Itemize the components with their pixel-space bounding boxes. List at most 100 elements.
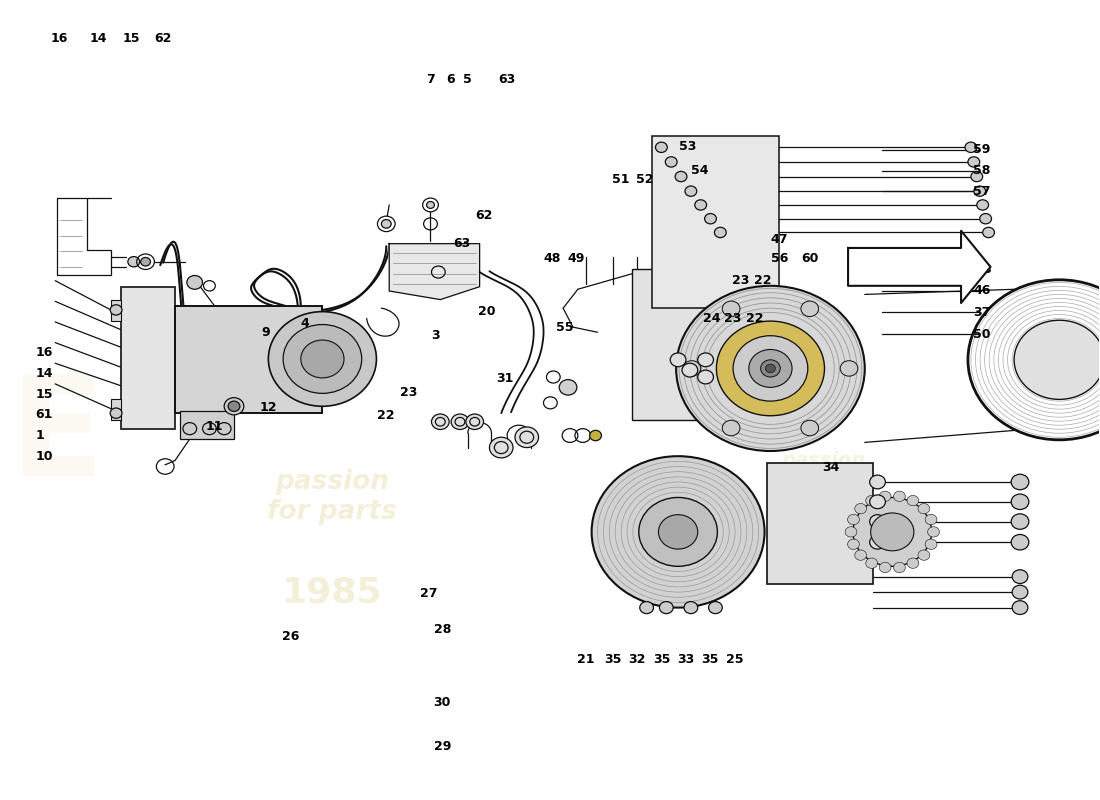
Text: 15: 15 bbox=[123, 31, 141, 45]
Bar bbox=[111, 299, 121, 321]
Circle shape bbox=[515, 427, 539, 447]
Circle shape bbox=[218, 422, 231, 434]
Circle shape bbox=[723, 301, 740, 317]
Circle shape bbox=[490, 438, 513, 458]
Text: 16: 16 bbox=[35, 346, 53, 359]
Circle shape bbox=[1012, 570, 1027, 583]
Circle shape bbox=[870, 514, 886, 529]
Circle shape bbox=[224, 398, 244, 415]
Circle shape bbox=[682, 363, 697, 377]
Text: 44: 44 bbox=[610, 0, 628, 2]
Text: 10: 10 bbox=[35, 450, 53, 462]
Text: 5: 5 bbox=[463, 73, 472, 86]
Circle shape bbox=[685, 186, 696, 196]
Circle shape bbox=[760, 360, 780, 377]
Circle shape bbox=[855, 550, 867, 560]
Circle shape bbox=[971, 171, 982, 182]
Circle shape bbox=[559, 380, 576, 395]
Circle shape bbox=[977, 200, 989, 210]
Circle shape bbox=[670, 353, 686, 366]
Circle shape bbox=[893, 491, 905, 502]
Bar bbox=[121, 286, 175, 429]
Text: 23: 23 bbox=[725, 312, 741, 325]
Text: 12: 12 bbox=[260, 401, 277, 414]
Text: 17: 17 bbox=[189, 0, 207, 2]
Circle shape bbox=[927, 526, 939, 537]
Circle shape bbox=[451, 414, 469, 430]
Circle shape bbox=[640, 602, 653, 614]
Circle shape bbox=[965, 142, 977, 153]
Polygon shape bbox=[848, 230, 990, 303]
Bar bbox=[180, 411, 234, 439]
Text: 61: 61 bbox=[35, 408, 53, 422]
Text: 41: 41 bbox=[815, 0, 833, 2]
Text: 23: 23 bbox=[400, 386, 418, 399]
Circle shape bbox=[870, 495, 886, 509]
Text: 16: 16 bbox=[51, 31, 68, 45]
Text: 50: 50 bbox=[974, 327, 990, 341]
Text: 62: 62 bbox=[475, 209, 492, 222]
Text: 51: 51 bbox=[613, 173, 630, 186]
Circle shape bbox=[866, 558, 878, 568]
Text: 18: 18 bbox=[221, 0, 239, 2]
Text: 38: 38 bbox=[864, 0, 881, 2]
Text: 15: 15 bbox=[35, 388, 53, 401]
Circle shape bbox=[656, 142, 668, 153]
Circle shape bbox=[852, 498, 932, 566]
Circle shape bbox=[427, 202, 434, 208]
Circle shape bbox=[1012, 601, 1027, 614]
Text: 8: 8 bbox=[982, 263, 990, 276]
Text: 43: 43 bbox=[588, 0, 606, 2]
Text: passion
for parts: passion for parts bbox=[776, 451, 871, 492]
Circle shape bbox=[870, 535, 886, 549]
Circle shape bbox=[840, 361, 858, 376]
Circle shape bbox=[723, 420, 740, 436]
Text: 46: 46 bbox=[685, 0, 703, 2]
Circle shape bbox=[128, 257, 140, 267]
Circle shape bbox=[1011, 514, 1028, 530]
Circle shape bbox=[183, 422, 197, 434]
Text: 48: 48 bbox=[543, 252, 561, 265]
Text: 21: 21 bbox=[578, 653, 594, 666]
Text: passion
for parts: passion for parts bbox=[267, 470, 397, 526]
Text: 61: 61 bbox=[540, 0, 557, 2]
Circle shape bbox=[801, 420, 818, 436]
Circle shape bbox=[1011, 474, 1028, 490]
Circle shape bbox=[974, 186, 986, 196]
Circle shape bbox=[918, 503, 930, 514]
Circle shape bbox=[382, 219, 392, 228]
Text: 4: 4 bbox=[300, 317, 309, 330]
Text: 39: 39 bbox=[661, 0, 679, 2]
Text: 35: 35 bbox=[605, 653, 621, 666]
Text: 6: 6 bbox=[446, 73, 454, 86]
Text: 53: 53 bbox=[679, 140, 696, 153]
Circle shape bbox=[918, 550, 930, 560]
Circle shape bbox=[714, 227, 726, 238]
Text: 63: 63 bbox=[453, 237, 471, 250]
Circle shape bbox=[925, 514, 937, 525]
Circle shape bbox=[908, 495, 918, 506]
Circle shape bbox=[683, 361, 701, 376]
Circle shape bbox=[590, 430, 602, 441]
Text: 9: 9 bbox=[261, 326, 270, 338]
Circle shape bbox=[982, 227, 994, 238]
Text: 22: 22 bbox=[376, 410, 394, 422]
Text: 41: 41 bbox=[638, 0, 656, 2]
Text: 56: 56 bbox=[771, 252, 788, 265]
Text: 28: 28 bbox=[433, 623, 451, 637]
Text: 1985: 1985 bbox=[282, 575, 383, 609]
Text: 24: 24 bbox=[703, 312, 720, 325]
Text: 59: 59 bbox=[974, 143, 990, 156]
Text: 37: 37 bbox=[974, 306, 990, 319]
Text: 55: 55 bbox=[557, 321, 574, 334]
Text: 35: 35 bbox=[701, 653, 718, 666]
Bar bbox=[111, 398, 121, 420]
Text: 25: 25 bbox=[726, 653, 744, 666]
Circle shape bbox=[666, 157, 678, 167]
Text: 36: 36 bbox=[613, 0, 629, 2]
Bar bbox=[631, 270, 705, 420]
Circle shape bbox=[908, 558, 918, 568]
Text: 49: 49 bbox=[568, 252, 584, 265]
Circle shape bbox=[466, 414, 484, 430]
Circle shape bbox=[659, 514, 697, 549]
